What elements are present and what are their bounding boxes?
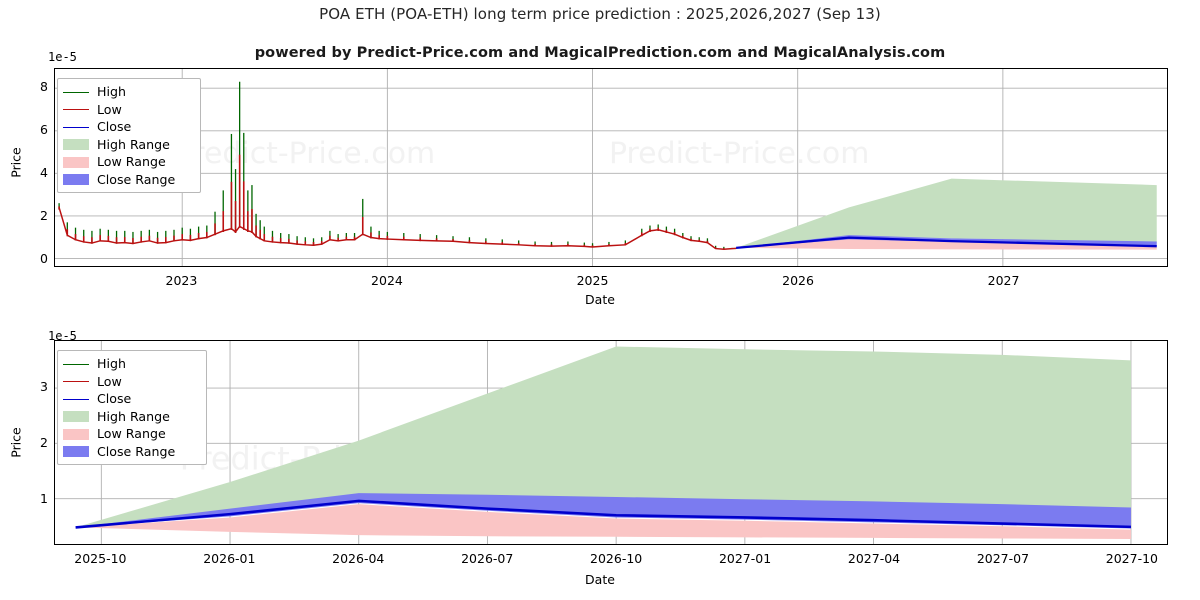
top-plot-area: Predict-Price.com Predict-Price.com: [54, 68, 1168, 267]
legend-patch-swatch-icon: [63, 173, 89, 186]
x-tick-label: 2027: [987, 273, 1020, 288]
y-tick-label: 2: [40, 435, 48, 451]
bottom-legend-item-high-range[interactable]: High Range: [63, 408, 199, 426]
bottom-legend-item-low-range[interactable]: Low Range: [63, 425, 199, 443]
top-legend-item-high[interactable]: High: [63, 83, 193, 101]
legend-label: Low Range: [97, 154, 166, 169]
legend-patch-swatch-icon: [63, 138, 89, 151]
legend-label: Close: [97, 391, 132, 406]
page-title: POA ETH (POA-ETH) long term price predic…: [319, 5, 881, 23]
legend-line-swatch-icon: [63, 121, 89, 133]
legend-label: Low Range: [97, 426, 166, 441]
svg-text:Predict-Price.com: Predict-Price.com: [609, 136, 869, 171]
x-tick-label: 2026-10: [590, 551, 643, 566]
page-subtitle: powered by Predict-Price.com and Magical…: [254, 45, 946, 61]
x-tick-label: 2025: [576, 273, 609, 288]
y-tick-label: 1: [40, 491, 48, 507]
top-legend-item-high-range[interactable]: High Range: [63, 136, 193, 154]
x-tick-label: 2023: [165, 273, 198, 288]
top-legend-item-low-range[interactable]: Low Range: [63, 153, 193, 171]
bottom-legend[interactable]: High Low Close High Range Low Range Close Ran…: [57, 350, 207, 465]
y-tick-label: 6: [40, 122, 48, 138]
x-tick-label: 2026-01: [203, 551, 256, 566]
x-tick-label: 2027-07: [976, 551, 1030, 566]
legend-label: High Range: [97, 408, 170, 424]
legend-label: High: [97, 84, 126, 99]
bottom-y-exponent: 1e-5: [48, 329, 77, 343]
y-tick-label: 3: [40, 379, 48, 395]
y-tick-label: 8: [40, 79, 48, 95]
top-x-axis-label: Date: [585, 292, 615, 307]
y-tick-label: 2: [40, 208, 48, 224]
legend-line-swatch-icon: [63, 393, 89, 405]
svg-text:Predict-Price.com: Predict-Price.com: [175, 136, 435, 171]
legend-label: High Range: [97, 136, 170, 152]
bottom-x-axis-label: Date: [585, 572, 615, 587]
legend-line-swatch-icon: [63, 358, 89, 370]
legend-line-swatch-icon: [63, 103, 89, 115]
x-tick-label: 2026: [782, 273, 814, 288]
top-legend[interactable]: High Low Close High Range Low Range Close Ran…: [57, 78, 201, 193]
legend-label: Close: [97, 119, 132, 134]
bottom-legend-item-close[interactable]: Close: [63, 390, 199, 408]
top-y-axis-label: Price: [8, 147, 24, 178]
legend-patch-swatch-icon: [63, 410, 89, 423]
x-tick-label: 2027-04: [847, 551, 901, 566]
bottom-legend-item-high[interactable]: High: [63, 355, 199, 373]
top-legend-item-close-range[interactable]: Close Range: [63, 171, 193, 189]
legend-label: Close Range: [97, 443, 176, 459]
bottom-legend-item-close-range[interactable]: Close Range: [63, 443, 199, 461]
legend-label: High: [97, 356, 126, 371]
legend-label: Close Range: [97, 171, 176, 187]
bottom-chart-panel: 1e-5 Price Predict-Price.comPredict-Pric…: [0, 310, 1200, 600]
x-tick-label: 2024: [371, 273, 403, 288]
legend-line-swatch-icon: [63, 86, 89, 98]
legend-patch-swatch-icon: [63, 156, 89, 168]
top-legend-item-close[interactable]: Close: [63, 118, 193, 136]
x-tick-label: 2026-07: [461, 551, 514, 566]
legend-label: Low: [97, 373, 122, 389]
y-tick-label: 4: [40, 165, 48, 181]
top-chart-panel: 1e-5 Price Predict-Price.com Predict-Pric…: [8, 50, 1168, 307]
bottom-legend-item-low[interactable]: Low: [63, 373, 199, 391]
x-tick-label: 2026-04: [332, 551, 385, 566]
legend-line-swatch-icon: [63, 375, 89, 387]
x-tick-label: 2025-10: [74, 551, 127, 566]
legend-label: Low: [97, 101, 122, 117]
top-y-exponent: 1e-5: [48, 50, 77, 64]
legend-patch-swatch-icon: [63, 445, 89, 458]
x-tick-label: 2027-10: [1105, 551, 1158, 566]
y-tick-label: 0: [40, 251, 48, 267]
x-tick-label: 2027-01: [718, 551, 772, 566]
top-legend-item-low[interactable]: Low: [63, 101, 193, 119]
legend-patch-swatch-icon: [63, 428, 89, 440]
